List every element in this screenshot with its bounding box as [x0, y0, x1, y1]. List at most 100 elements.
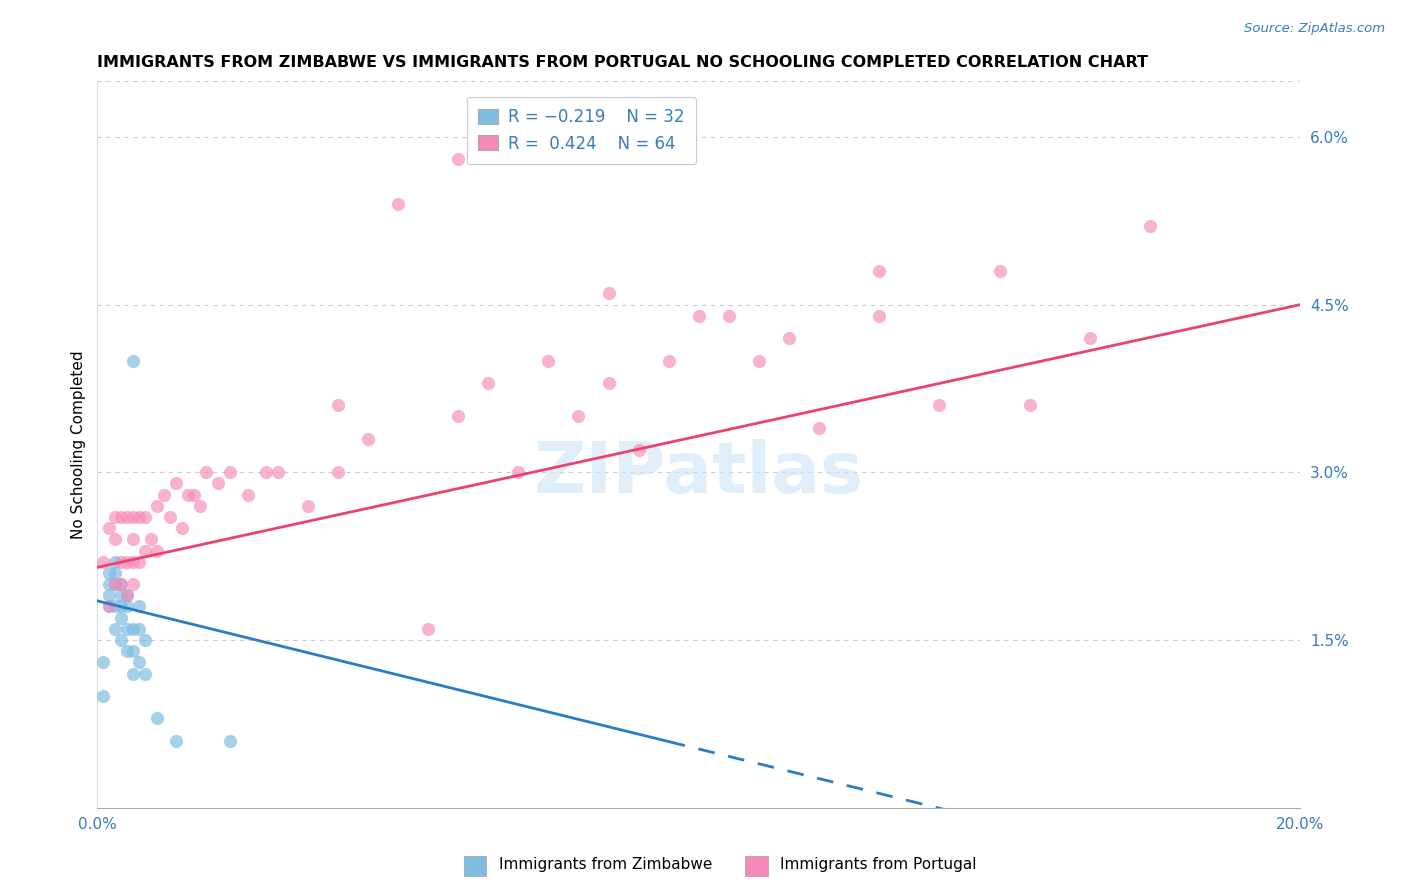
Point: [104, 622, 127, 636]
Point: [122, 644, 145, 658]
Point: [326, 465, 349, 479]
Point: [122, 666, 145, 681]
Point: [236, 488, 259, 502]
Point: [128, 510, 150, 524]
Point: [688, 309, 710, 323]
Point: [176, 488, 198, 502]
Point: [808, 420, 831, 434]
Point: [122, 353, 145, 368]
Point: [117, 622, 139, 636]
Point: [117, 644, 139, 658]
Text: Immigrants from Portugal: Immigrants from Portugal: [780, 857, 977, 872]
Point: [98, 577, 121, 591]
Point: [717, 309, 740, 323]
Point: [128, 599, 150, 614]
Point: [218, 733, 240, 747]
Point: [98, 521, 121, 535]
Point: [267, 465, 290, 479]
Legend: R = −0.219    N = 32, R =  0.424    N = 64: R = −0.219 N = 32, R = 0.424 N = 64: [467, 96, 696, 164]
Point: [110, 555, 132, 569]
Point: [104, 599, 127, 614]
Point: [128, 656, 150, 670]
Point: [104, 577, 127, 591]
Point: [188, 499, 211, 513]
Point: [122, 622, 145, 636]
Point: [104, 510, 127, 524]
Point: [93, 555, 115, 569]
Point: [104, 555, 127, 569]
Point: [128, 622, 150, 636]
Point: [93, 656, 115, 670]
Point: [207, 476, 229, 491]
Point: [104, 566, 127, 580]
Point: [778, 331, 800, 345]
Point: [134, 666, 156, 681]
Point: [128, 555, 150, 569]
Point: [159, 510, 181, 524]
Point: [110, 577, 132, 591]
Text: ZIPatlas: ZIPatlas: [534, 439, 863, 508]
Point: [98, 588, 121, 602]
Point: [598, 376, 620, 390]
Point: [134, 543, 156, 558]
Point: [122, 533, 145, 547]
Point: [868, 309, 890, 323]
Point: [110, 588, 132, 602]
Point: [748, 353, 770, 368]
Point: [598, 286, 620, 301]
Point: [183, 488, 205, 502]
Point: [218, 465, 240, 479]
Point: [117, 588, 139, 602]
Point: [928, 398, 950, 412]
Point: [658, 353, 681, 368]
Point: [93, 689, 115, 703]
Point: [110, 599, 132, 614]
Point: [165, 733, 187, 747]
Point: [122, 577, 145, 591]
Point: [326, 398, 349, 412]
Point: [117, 599, 139, 614]
Point: [1139, 219, 1161, 234]
Point: [146, 711, 169, 725]
Point: [117, 510, 139, 524]
Point: [508, 465, 530, 479]
Point: [134, 510, 156, 524]
Point: [110, 510, 132, 524]
Point: [387, 197, 409, 211]
Point: [868, 264, 890, 278]
Point: [122, 510, 145, 524]
Text: Source: ZipAtlas.com: Source: ZipAtlas.com: [1244, 22, 1385, 36]
Point: [537, 353, 560, 368]
Point: [146, 543, 169, 558]
Point: [98, 599, 121, 614]
Point: [110, 632, 132, 647]
Point: [104, 533, 127, 547]
Point: [447, 409, 470, 424]
Point: [297, 499, 319, 513]
Point: [170, 521, 193, 535]
Point: [110, 610, 132, 624]
Point: [1018, 398, 1040, 412]
Point: [98, 599, 121, 614]
Point: [1078, 331, 1101, 345]
Text: Immigrants from Zimbabwe: Immigrants from Zimbabwe: [499, 857, 713, 872]
Point: [447, 153, 470, 167]
Point: [104, 577, 127, 591]
Point: [117, 588, 139, 602]
Point: [418, 622, 440, 636]
Point: [357, 432, 380, 446]
Point: [988, 264, 1011, 278]
Point: [134, 632, 156, 647]
Point: [152, 488, 174, 502]
Point: [122, 555, 145, 569]
Point: [567, 409, 589, 424]
Point: [146, 499, 169, 513]
Text: IMMIGRANTS FROM ZIMBABWE VS IMMIGRANTS FROM PORTUGAL NO SCHOOLING COMPLETED CORR: IMMIGRANTS FROM ZIMBABWE VS IMMIGRANTS F…: [97, 55, 1149, 70]
Point: [627, 442, 650, 457]
Point: [254, 465, 277, 479]
Point: [110, 577, 132, 591]
Point: [141, 533, 163, 547]
Point: [98, 566, 121, 580]
Point: [117, 555, 139, 569]
Point: [165, 476, 187, 491]
